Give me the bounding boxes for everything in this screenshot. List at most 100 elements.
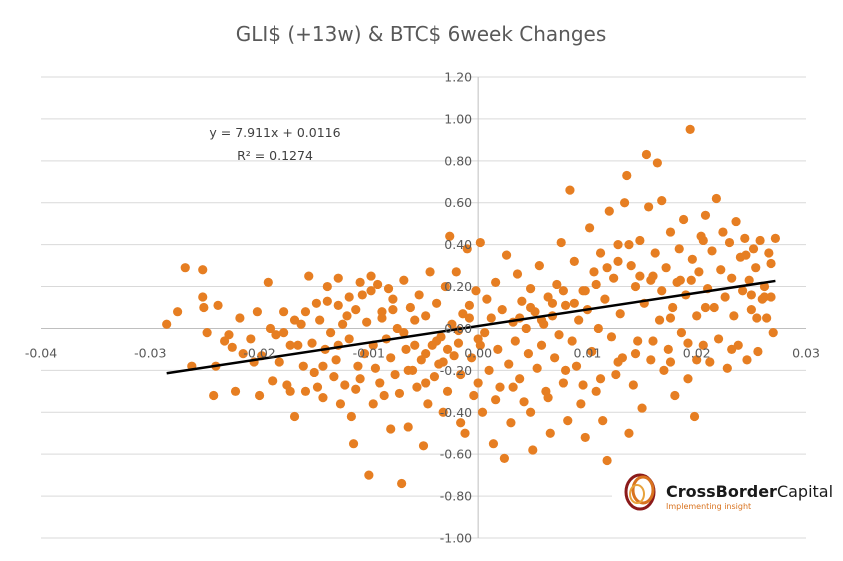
data-point bbox=[469, 390, 479, 401]
data-point bbox=[646, 355, 656, 365]
data-point bbox=[397, 478, 407, 489]
data-point bbox=[464, 300, 474, 311]
data-point bbox=[346, 411, 356, 422]
data-point bbox=[752, 313, 762, 323]
y-tick-label: -1.00 bbox=[440, 531, 472, 546]
data-point bbox=[698, 340, 708, 350]
data-point bbox=[199, 302, 209, 313]
data-point bbox=[252, 307, 262, 317]
data-point bbox=[635, 271, 645, 281]
data-point bbox=[755, 235, 765, 246]
data-point bbox=[315, 315, 325, 325]
data-point bbox=[571, 361, 582, 371]
data-point bbox=[515, 374, 525, 384]
data-point bbox=[268, 376, 278, 386]
data-point bbox=[764, 248, 774, 258]
data-point bbox=[326, 328, 336, 338]
y-tick-label: -0.40 bbox=[440, 405, 472, 420]
x-tick-label: -0.03 bbox=[134, 345, 166, 360]
data-point bbox=[766, 258, 776, 269]
y-tick-label: -0.20 bbox=[440, 363, 472, 378]
data-point bbox=[556, 237, 566, 248]
data-point bbox=[624, 240, 634, 250]
data-point bbox=[456, 418, 466, 428]
data-point bbox=[595, 374, 606, 384]
data-point bbox=[630, 349, 641, 359]
data-point bbox=[580, 432, 590, 443]
x-tick-label: -0.04 bbox=[25, 345, 57, 360]
data-point bbox=[410, 315, 420, 325]
data-point bbox=[366, 271, 376, 281]
x-tick-label: 0.03 bbox=[792, 345, 820, 360]
data-point bbox=[657, 196, 667, 206]
data-point bbox=[578, 380, 588, 390]
data-point bbox=[705, 357, 715, 367]
data-point bbox=[565, 185, 575, 195]
data-point bbox=[602, 263, 612, 273]
data-point bbox=[624, 428, 634, 438]
data-point bbox=[180, 263, 190, 273]
y-tick-label: 1.00 bbox=[444, 111, 472, 126]
data-point bbox=[718, 227, 728, 237]
data-point bbox=[641, 149, 652, 160]
data-point bbox=[707, 246, 717, 256]
data-point bbox=[543, 393, 553, 403]
data-point bbox=[670, 390, 680, 401]
data-point bbox=[534, 260, 544, 271]
data-point bbox=[766, 292, 776, 302]
data-point bbox=[768, 328, 778, 338]
data-point bbox=[274, 357, 284, 367]
data-point bbox=[392, 323, 402, 334]
data-point bbox=[611, 369, 621, 380]
data-point bbox=[173, 307, 183, 317]
data-point bbox=[333, 300, 343, 311]
data-point bbox=[311, 298, 321, 308]
data-point bbox=[508, 382, 518, 392]
chart-title: GLI$ (+13w) & BTC$ 6week Changes bbox=[236, 22, 607, 46]
data-point bbox=[679, 214, 689, 225]
trendline-group bbox=[166, 279, 776, 375]
data-point bbox=[637, 403, 647, 413]
data-point bbox=[517, 296, 527, 306]
data-point bbox=[213, 300, 223, 311]
data-point bbox=[493, 344, 503, 355]
data-point bbox=[746, 290, 756, 300]
data-point bbox=[403, 365, 413, 375]
data-point bbox=[727, 273, 737, 283]
data-point bbox=[727, 344, 737, 355]
data-point bbox=[504, 359, 514, 369]
data-point bbox=[536, 340, 547, 350]
data-point bbox=[604, 206, 614, 216]
data-point bbox=[668, 302, 678, 313]
data-point bbox=[429, 372, 440, 382]
data-point bbox=[464, 313, 474, 323]
data-point bbox=[683, 338, 693, 348]
data-point bbox=[729, 311, 739, 321]
data-point bbox=[307, 338, 317, 348]
data-point bbox=[451, 267, 461, 277]
data-point bbox=[377, 313, 387, 323]
data-point bbox=[526, 302, 536, 313]
data-point bbox=[351, 384, 361, 394]
data-point bbox=[554, 330, 564, 340]
data-point bbox=[740, 233, 750, 243]
data-point bbox=[440, 281, 450, 292]
data-point bbox=[445, 231, 455, 241]
data-point bbox=[698, 235, 708, 246]
data-point bbox=[471, 286, 481, 296]
data-point bbox=[593, 323, 603, 334]
data-point bbox=[309, 367, 319, 378]
data-point bbox=[683, 374, 693, 384]
data-point bbox=[370, 363, 381, 373]
data-point bbox=[675, 275, 685, 285]
data-point bbox=[304, 271, 314, 281]
data-point bbox=[628, 380, 638, 390]
data-point bbox=[271, 330, 281, 340]
data-point bbox=[558, 378, 568, 388]
data-point bbox=[580, 286, 590, 296]
data-point bbox=[733, 340, 743, 350]
data-point bbox=[410, 340, 420, 350]
data-point bbox=[759, 292, 770, 302]
x-tick-label: -0.02 bbox=[243, 345, 275, 360]
data-point bbox=[403, 422, 413, 432]
